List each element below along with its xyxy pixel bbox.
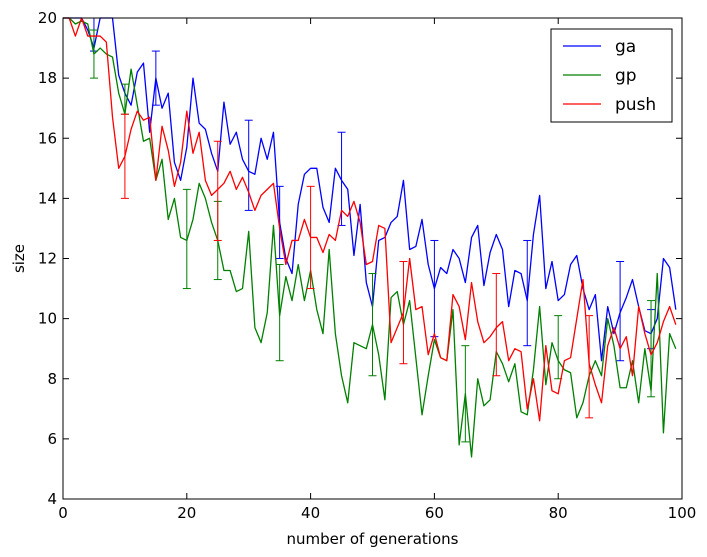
y-tick-label: 16 (38, 129, 57, 147)
x-tick-label: 100 (668, 504, 697, 522)
y-tick-label: 10 (38, 310, 57, 328)
y-tick-label: 14 (38, 189, 57, 207)
error-bar-push (585, 315, 594, 419)
error-bar-gp (554, 315, 563, 380)
legend-label-gp: gp (615, 66, 637, 86)
legend-label-push: push (615, 95, 656, 115)
error-bar-ga (244, 119, 253, 211)
y-tick-label: 18 (38, 69, 57, 87)
y-tick-label: 4 (47, 490, 57, 508)
x-tick-label: 80 (549, 504, 568, 522)
legend: ga gp push (550, 28, 673, 123)
series-line-push (63, 17, 677, 422)
x-tick-label: 60 (425, 504, 444, 522)
x-tick-label: 0 (58, 504, 68, 522)
error-bar-push (492, 273, 501, 377)
series-line-gp (63, 17, 677, 458)
plot-series (63, 17, 677, 458)
y-axis-label: size (10, 244, 28, 273)
y-tick-label: 8 (47, 370, 57, 388)
x-axis-label: number of generations (287, 530, 459, 548)
error-bar-push (213, 140, 222, 241)
x-tick-label: 20 (177, 504, 196, 522)
legend-label-ga: ga (615, 37, 636, 57)
axis-ticks: 0 20 40 60 80 100 4 6 8 10 12 14 16 18 20 (38, 9, 696, 522)
x-tick-label: 40 (301, 504, 320, 522)
series-line-ga (63, 17, 677, 362)
y-tick-label: 12 (38, 250, 57, 268)
y-tick-label: 20 (38, 9, 57, 27)
error-bar-ga (523, 239, 532, 347)
y-tick-label: 6 (47, 430, 57, 448)
